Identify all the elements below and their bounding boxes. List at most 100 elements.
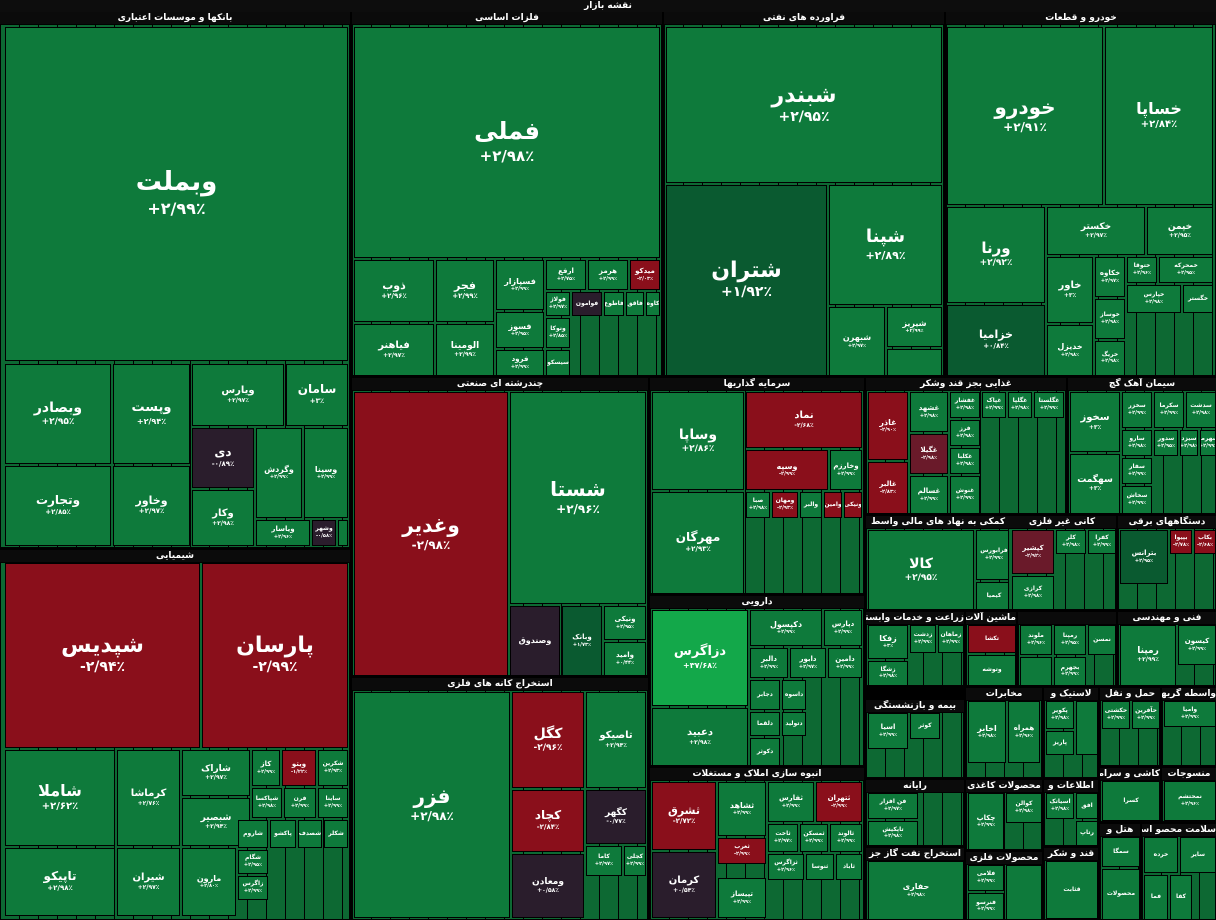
- stock-tile[interactable]: تاصیکو +۲/۹۴٪: [586, 692, 646, 788]
- stock-tile[interactable]: کچاد -۲/۸۴٪: [512, 790, 584, 852]
- stock-tile[interactable]: فلامی +۲/۹۹٪: [968, 865, 1004, 891]
- stock-tile[interactable]: شیران +۲/۹۷٪: [117, 848, 180, 916]
- stock-tile[interactable]: زماهان +۲/۹۹٪: [938, 625, 964, 653]
- stock-tile[interactable]: مهرگان +۲/۹۳٪: [652, 492, 744, 594]
- stock-tile[interactable]: کفرا +۲/۹۹٪: [1088, 530, 1116, 554]
- stock-tile[interactable]: وکار +۲/۹۸٪: [192, 490, 254, 546]
- stock-tile[interactable]: وبملت +۲/۹۹٪: [5, 27, 348, 361]
- stock-tile[interactable]: ثنوسا: [806, 854, 834, 880]
- stock-tile[interactable]: وتوشه: [968, 655, 1016, 686]
- stock-tile[interactable]: شبندر +۲/۹۵٪: [666, 27, 942, 183]
- stock-tile[interactable]: ساینا +۲/۹۹٪: [318, 788, 348, 818]
- stock-tile[interactable]: غپاک +۲/۹۹٪: [982, 392, 1006, 418]
- stock-tile[interactable]: [1076, 701, 1098, 755]
- stock-tile[interactable]: خپارس +۲/۹۸٪: [1127, 285, 1181, 313]
- stock-tile[interactable]: فجر +۲/۹۹٪: [436, 260, 494, 322]
- stock-tile[interactable]: اسیاتک +۲/۹۸٪: [1046, 793, 1074, 819]
- stock-tile[interactable]: داسوه: [782, 680, 806, 710]
- stock-tile[interactable]: صبا +۲/۹۸٪: [746, 492, 770, 518]
- stock-tile[interactable]: وسینا +۲/۹۹٪: [304, 428, 348, 518]
- stock-tile[interactable]: کیمیا: [976, 582, 1012, 610]
- stock-tile[interactable]: دعبید +۲/۹۸٪: [652, 708, 748, 766]
- stock-tile[interactable]: غسالم +۲/۹۹٪: [910, 476, 948, 514]
- stock-tile[interactable]: دالبر +۲/۹۹٪: [750, 648, 788, 678]
- stock-tile[interactable]: پاریز: [1046, 731, 1074, 755]
- stock-tile[interactable]: ثالوند +۲/۹۹٪: [830, 824, 862, 852]
- stock-tile[interactable]: سفار +۲/۹۹٪: [1122, 458, 1152, 484]
- stock-tile[interactable]: کوالن +۲/۹۸٪: [1006, 793, 1042, 823]
- stock-tile[interactable]: شگام +۲/۹۵٪: [238, 850, 268, 874]
- stock-tile[interactable]: سخاش +۲/۹۹٪: [1122, 486, 1152, 514]
- stock-tile[interactable]: سایر: [1180, 837, 1216, 873]
- stock-tile[interactable]: وگردش +۲/۹۹٪: [256, 428, 302, 518]
- stock-tile[interactable]: زفکا +۳٪: [868, 625, 908, 659]
- stock-tile[interactable]: [1006, 865, 1042, 920]
- stock-tile[interactable]: وبصادر +۲/۹۵٪: [5, 364, 111, 464]
- stock-tile[interactable]: ثتهران -۲/۹۹٪: [816, 782, 862, 822]
- stock-tile[interactable]: سخوز +۳٪: [1070, 392, 1120, 452]
- stock-tile[interactable]: خریگ +۲/۹۸٪: [1095, 341, 1125, 376]
- stock-tile[interactable]: کرماشا +۲/۷۶٪: [117, 750, 180, 846]
- stock-tile[interactable]: خرده: [1144, 837, 1178, 873]
- stock-tile[interactable]: [887, 349, 942, 376]
- stock-tile[interactable]: رمپنا +۲/۹۵٪: [1054, 625, 1086, 655]
- stock-tile[interactable]: خدیزل +۲/۹۸٪: [1047, 325, 1093, 376]
- stock-tile[interactable]: خاور +۳٪: [1047, 257, 1093, 323]
- stock-tile[interactable]: ونیکی +۲/۹۵٪: [604, 606, 646, 640]
- stock-tile[interactable]: ویارس +۲/۹۷٪: [192, 364, 284, 426]
- stock-tile[interactable]: سدشت +۲/۹۸٪: [1186, 392, 1216, 428]
- stock-tile[interactable]: وساپا +۲/۸۶٪: [652, 392, 744, 490]
- stock-tile[interactable]: غگلستا +۲/۹۹٪: [1034, 392, 1064, 418]
- stock-tile[interactable]: رمپنا +۲/۹۹٪: [1120, 625, 1176, 686]
- stock-tile[interactable]: سکرما +۲/۹۹٪: [1154, 392, 1184, 428]
- stock-tile[interactable]: ومعادن +۰/۵۸٪: [512, 854, 584, 918]
- stock-tile[interactable]: خمحرکه +۲/۹۵٪: [1159, 257, 1213, 283]
- stock-tile[interactable]: سخزر +۲/۹۹٪: [1122, 392, 1152, 428]
- stock-tile[interactable]: غاذر -۲/۹۰٪: [868, 392, 908, 460]
- stock-tile[interactable]: غنوش +۲/۹۹٪: [950, 476, 980, 514]
- stock-tile[interactable]: وامین: [824, 492, 842, 518]
- stock-tile[interactable]: شستا +۲/۹۶٪: [510, 392, 646, 604]
- stock-tile[interactable]: فیاهنر +۲/۹۷٪: [354, 324, 434, 376]
- stock-tile[interactable]: فزر +۲/۹۸٪: [354, 692, 510, 918]
- stock-tile[interactable]: وخارزم +۲/۹۹٪: [830, 450, 862, 490]
- stock-tile[interactable]: خوساز +۲/۹۸٪: [1095, 299, 1125, 339]
- stock-tile[interactable]: تکشا: [968, 625, 1016, 653]
- stock-tile[interactable]: میدکو -۲/۰۳٪: [630, 260, 660, 290]
- stock-tile[interactable]: فوامون: [572, 292, 602, 316]
- stock-tile[interactable]: کسرا: [1102, 781, 1160, 821]
- stock-tile[interactable]: بکاب -۲/۶۸٪: [1194, 530, 1216, 554]
- stock-tile[interactable]: غکلبا +۲/۹۸٪: [950, 448, 980, 474]
- stock-tile[interactable]: ثاخت +۲/۹۷٪: [768, 824, 798, 852]
- stock-tile[interactable]: سارو +۲/۹۸٪: [1122, 430, 1152, 456]
- stock-tile[interactable]: مارون +۲/۸۰٪: [182, 848, 236, 916]
- stock-tile[interactable]: شپاکسا +۲/۹۸٪: [252, 788, 282, 818]
- stock-tile[interactable]: ثزاگرس +۲/۹۶٪: [768, 854, 804, 880]
- stock-tile[interactable]: همراه +۲/۹۶٪: [1008, 701, 1040, 763]
- stock-tile[interactable]: شپنا +۲/۸۹٪: [829, 185, 942, 305]
- stock-tile[interactable]: خساپا +۲/۸۴٪: [1105, 27, 1213, 205]
- stock-tile[interactable]: ذوب +۲/۹۶٪: [354, 260, 434, 322]
- stock-tile[interactable]: خزامیا +۰/۸۴٪: [947, 305, 1045, 376]
- stock-tile[interactable]: وتجارت +۲/۸۵٪: [5, 466, 111, 546]
- stock-tile[interactable]: کگل -۲/۹۶٪: [512, 692, 584, 788]
- stock-tile[interactable]: ارفع +۲/۷۵٪: [546, 260, 586, 290]
- stock-tile[interactable]: کفا: [1170, 875, 1192, 920]
- stock-tile[interactable]: سهرمز+۲/۹۹٪: [1200, 430, 1216, 456]
- stock-tile[interactable]: دزاگرس +۳۷/۶۸٪: [652, 610, 748, 706]
- stock-tile[interactable]: خودرو +۲/۹۱٪: [947, 27, 1103, 205]
- stock-tile[interactable]: خکستر +۲/۹۷٪: [1047, 207, 1145, 255]
- stock-tile[interactable]: نمسن: [1088, 625, 1116, 655]
- stock-tile[interactable]: سهگمت +۳٪: [1070, 454, 1120, 514]
- stock-tile[interactable]: دابور +۲/۹۷٪: [790, 648, 826, 678]
- stock-tile[interactable]: ورنا +۲/۹۲٪: [947, 207, 1045, 303]
- stock-tile[interactable]: خکاوه +۲/۹۷٪: [1095, 257, 1125, 297]
- stock-tile[interactable]: پارسان -۲/۹۹٪: [202, 563, 348, 748]
- stock-tile[interactable]: فسپازار +۲/۹۹٪: [496, 260, 544, 310]
- stock-tile[interactable]: چکاپ +۲/۹۹٪: [968, 793, 1004, 850]
- stock-tile[interactable]: نماد -۲/۶۸٪: [746, 392, 862, 448]
- stock-tile[interactable]: تاپیکو +۲/۹۸٪: [5, 848, 115, 916]
- stock-tile[interactable]: ثغرب -۲/۹۹٪: [718, 838, 766, 864]
- stock-tile[interactable]: فن افزار +۲/۹۷٪: [868, 793, 918, 819]
- stock-tile[interactable]: حکشتی +۲/۹۹٪: [1102, 701, 1130, 729]
